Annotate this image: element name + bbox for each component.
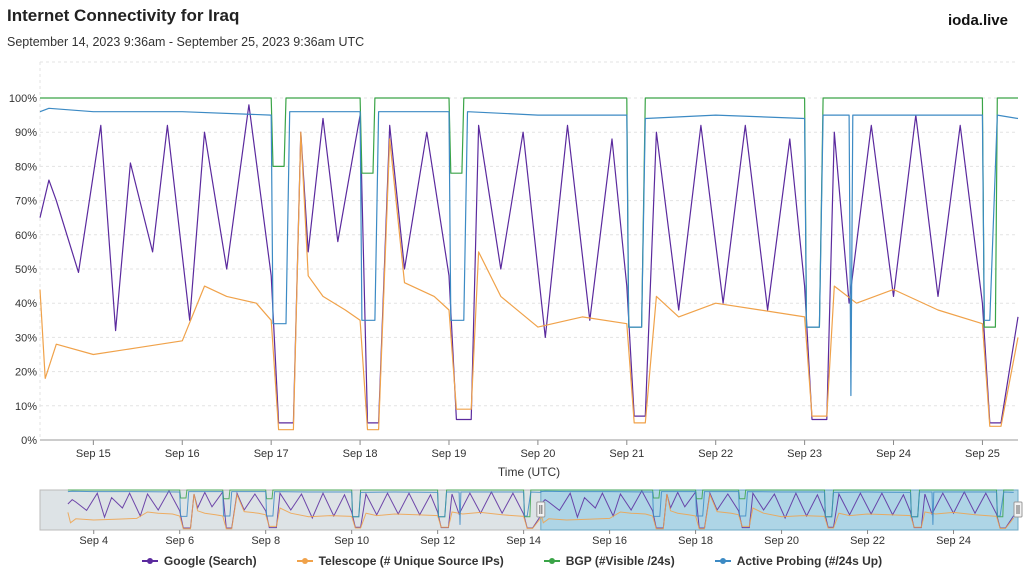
navigator-handle-left: [536, 501, 546, 518]
x-tick-label: Sep 18: [343, 448, 378, 460]
legend-label-bgp: BGP (#Visible /24s): [565, 554, 675, 568]
y-tick-label: 90%: [15, 127, 37, 139]
chart-subtitle: September 14, 2023 9:36am - September 25…: [7, 35, 365, 49]
series-line-active-probing-24s-up: [39, 107, 1019, 397]
legend-label-google: Google (Search): [163, 554, 257, 568]
x-tick-label: Sep 25: [965, 448, 1000, 460]
navigator-line-bgp-visible-24s: [67, 489, 1014, 518]
legend-item-bgp[interactable]: BGP (#Visible /24s): [543, 552, 675, 570]
legend-item-active-probing[interactable]: Active Probing (#/24s Up): [714, 552, 883, 570]
x-tick-label: Sep 22: [698, 448, 733, 460]
y-tick-label: 80%: [15, 161, 37, 173]
x-tick-label: Sep 24: [876, 448, 911, 460]
navigator-handle-right: [1013, 501, 1023, 518]
navigator-x-tick-label: Sep 14: [506, 535, 541, 547]
legend-swatch-google: [141, 558, 158, 564]
chart-legend: Google (Search) Telescope (# Unique Sour…: [0, 552, 1024, 570]
navigator-x-tick-label: Sep 16: [592, 535, 627, 547]
x-tick-label: Sep 20: [520, 448, 555, 460]
navigator-x-tick-label: Sep 20: [764, 535, 799, 547]
navigator-x-tick-label: Sep 12: [420, 535, 455, 547]
legend-item-google[interactable]: Google (Search): [141, 552, 257, 570]
x-tick-label: Sep 21: [609, 448, 644, 460]
series-line-google-search: [39, 104, 1019, 424]
y-tick-label: 20%: [15, 367, 37, 379]
legend-label-telescope: Telescope (# Unique Source IPs): [318, 554, 504, 568]
x-tick-label: Sep 16: [165, 448, 200, 460]
legend-swatch-telescope: [296, 558, 313, 564]
navigator-x-tick-label: Sep 22: [850, 535, 885, 547]
navigator-x-tick-label: Sep 4: [79, 535, 108, 547]
series-line-bgp-visible-24s: [40, 97, 1018, 328]
x-tick-label: Sep 19: [432, 448, 467, 460]
navigator-x-tick-label: Sep 10: [334, 535, 369, 547]
legend-item-telescope[interactable]: Telescope (# Unique Source IPs): [296, 552, 504, 570]
y-tick-label: 30%: [15, 332, 37, 344]
navigator-x-tick-label: Sep 24: [936, 535, 971, 547]
x-tick-label: Sep 17: [254, 448, 289, 460]
x-tick-label: Sep 23: [787, 448, 822, 460]
legend-swatch-active-probing: [714, 558, 731, 564]
connectivity-chart[interactable]: 0% 10% 20% 30% 40% 50% 60% 70% 80% 90% 100% Sep 15 S…: [0, 0, 1024, 550]
y-tick-label: 40%: [15, 298, 37, 310]
navigator-x-tick-label: Sep 18: [678, 535, 713, 547]
navigator-x-tick-label: Sep 6: [165, 535, 194, 547]
y-tick-label: 0%: [21, 435, 37, 447]
series-line-telescope-unique-source-ips: [39, 131, 1019, 431]
legend-label-active-probing: Active Probing (#/24s Up): [736, 554, 883, 568]
y-tick-label: 50%: [15, 264, 37, 276]
y-tick-label: 60%: [15, 230, 37, 242]
x-axis-label: Time (UTC): [498, 465, 560, 479]
y-tick-label: 70%: [15, 196, 37, 208]
chart-title: Internet Connectivity for Iraq: [7, 6, 240, 25]
brand-label[interactable]: ioda.live: [947, 12, 1008, 29]
navigator-selection: [540, 489, 1019, 531]
y-tick-label: 10%: [15, 401, 37, 413]
y-tick-label: 100%: [9, 93, 37, 105]
legend-swatch-bgp: [543, 558, 560, 564]
navigator-line-active-probing-24s-up: [67, 490, 1014, 525]
navigator-x-tick-label: Sep 8: [251, 535, 280, 547]
x-tick-label: Sep 15: [76, 448, 111, 460]
